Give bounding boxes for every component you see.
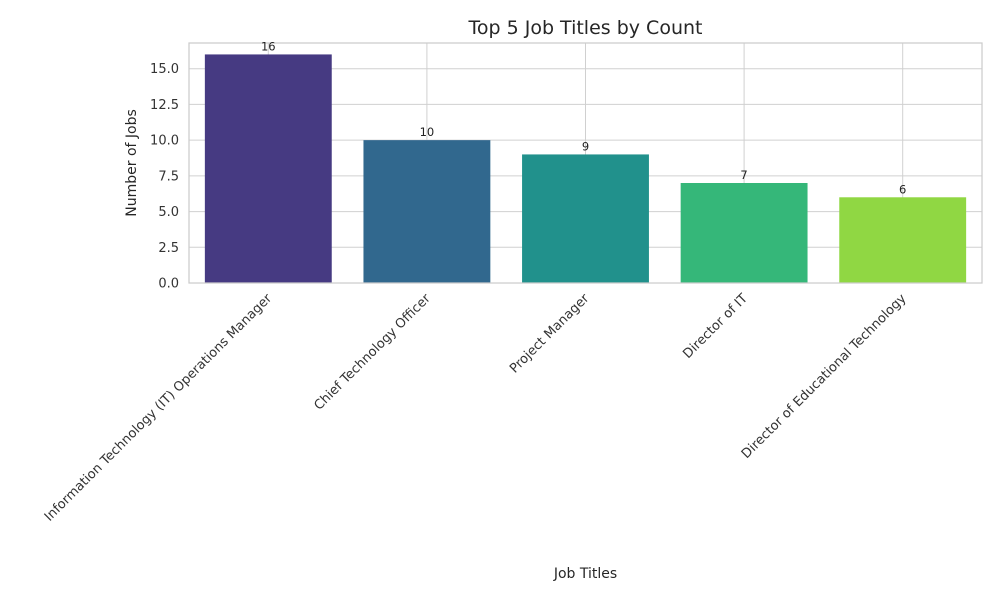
bar-value-label: 10 — [420, 125, 435, 139]
bar-value-label: 6 — [899, 182, 906, 196]
bar — [204, 54, 332, 283]
y-tick-label: 12.5 — [150, 98, 179, 113]
bars — [204, 54, 967, 283]
y-tick-label: 2.5 — [158, 241, 179, 256]
bar — [522, 154, 649, 283]
plot-frame — [188, 42, 983, 284]
chart-title: Top 5 Job Titles by Count — [468, 17, 703, 39]
y-axis-ticks: 0.0 2.5 5.0 7.5 10.0 12.5 15.0 — [150, 62, 179, 291]
y-tick-label: 0.0 — [158, 277, 179, 292]
bar-value-label: 7 — [740, 168, 747, 182]
bar-value-label: 9 — [582, 139, 589, 153]
data-labels: 16 10 9 7 6 — [261, 39, 906, 196]
y-tick-label: 10.0 — [150, 134, 179, 149]
y-tick-label: 15.0 — [150, 62, 179, 77]
bar — [680, 183, 808, 283]
y-tick-label: 5.0 — [158, 205, 179, 220]
bar — [363, 140, 491, 283]
y-tick-label: 7.5 — [158, 169, 179, 184]
x-axis-label: Job Titles — [553, 566, 617, 582]
bar-value-label: 16 — [261, 39, 276, 53]
y-axis-label: Number of Jobs — [124, 109, 140, 217]
bar — [839, 197, 967, 283]
